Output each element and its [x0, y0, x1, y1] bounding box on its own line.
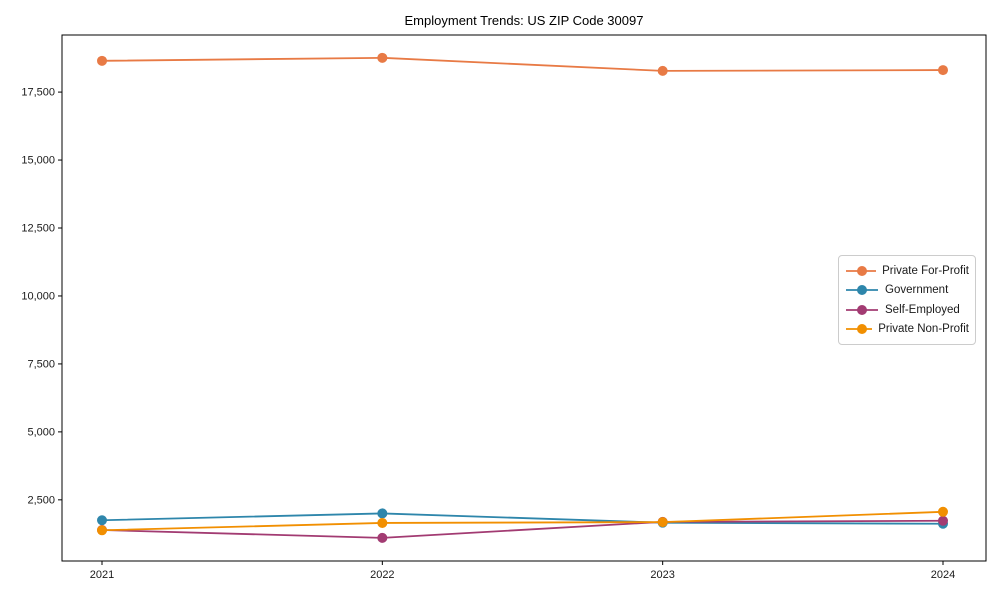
series-line-self-employed [101, 519, 944, 539]
data-point-private-non-profit [377, 517, 388, 528]
data-point-self-employed [938, 515, 948, 526]
legend: Private For-Profit Government Self-Employe… [838, 255, 976, 345]
series-line-private-non-profit [101, 510, 944, 532]
legend-label-government: Government [885, 284, 949, 297]
data-point-private-for-profit [97, 55, 107, 66]
data-point-government [377, 508, 388, 519]
legend-marker-private-non-profit [846, 324, 873, 335]
legend-item-private-for-profit: Private For-Profit [845, 261, 969, 281]
plot-border [61, 34, 987, 562]
x-axis-tick-label: 2023 [650, 569, 674, 581]
legend-marker-private-for-profit [846, 265, 877, 276]
series-line-government [101, 512, 944, 525]
y-axis-tick-label: 15,000 [21, 155, 55, 167]
data-point-private-for-profit [657, 65, 668, 76]
x-axis-tick-label: 2021 [90, 569, 114, 581]
data-point-private-for-profit [377, 52, 388, 63]
x-axis-tick-label: 2022 [370, 569, 394, 581]
series-line-private-for-profit [101, 56, 944, 72]
y-axis-tick-label: 12,500 [21, 223, 55, 235]
data-point-private-non-profit [97, 525, 107, 536]
y-axis-tick-label: 7,500 [27, 358, 55, 370]
legend-item-government: Government [845, 281, 969, 301]
y-axis-tick-label: 17,500 [21, 87, 55, 99]
legend-marker-self-employed [846, 304, 878, 315]
data-point-private-non-profit [938, 506, 948, 517]
data-point-private-for-profit [938, 65, 948, 76]
y-axis-tick-label: 5,000 [27, 426, 55, 438]
legend-item-private-non-profit: Private Non-Profit [845, 320, 969, 340]
legend-marker-government [846, 285, 878, 296]
data-point-private-non-profit [657, 517, 668, 528]
legend-item-self-employed: Self-Employed [845, 300, 969, 320]
chart-title: Employment Trends: US ZIP Code 30097 [404, 13, 644, 28]
y-axis-tick-label: 2,500 [27, 494, 55, 506]
y-axis-tick-label: 10,000 [21, 290, 55, 302]
legend-label-private-for-profit: Private For-Profit [882, 264, 969, 277]
data-point-government [97, 515, 107, 526]
x-axis-tick-label: 2024 [931, 569, 955, 581]
legend-label-private-non-profit: Private Non-Profit [878, 323, 969, 336]
data-point-self-employed [377, 532, 388, 543]
legend-label-self-employed: Self-Employed [885, 303, 960, 316]
